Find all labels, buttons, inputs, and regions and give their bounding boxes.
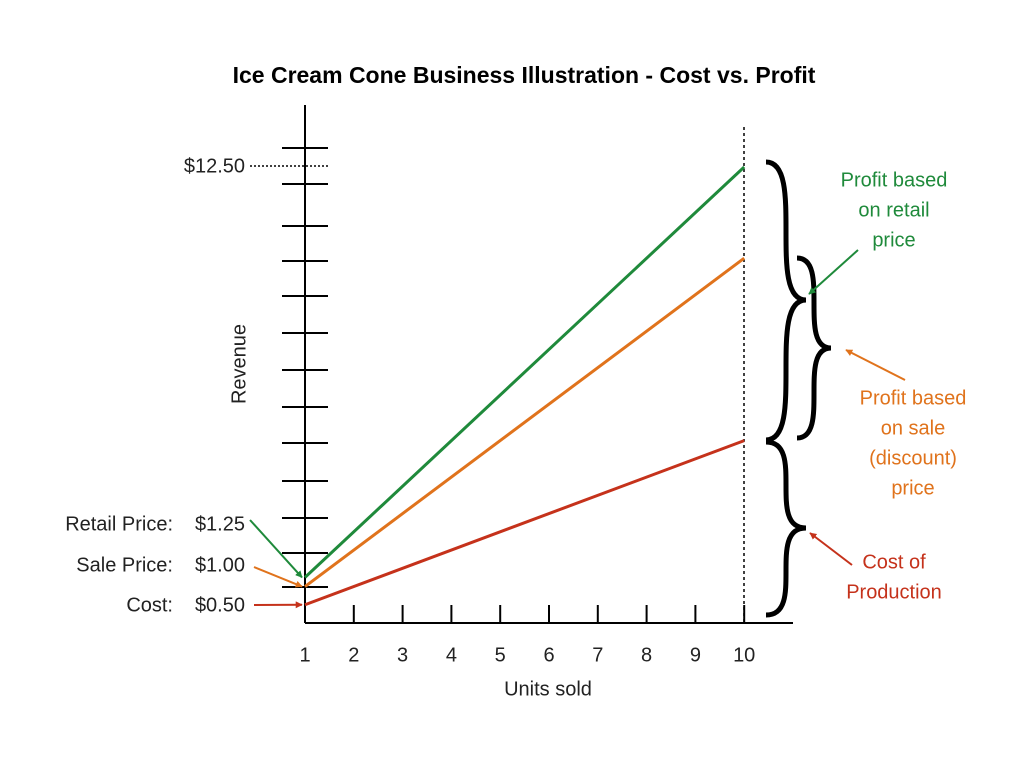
value-label: $12.50	[184, 155, 245, 177]
annotation: Cost of	[862, 551, 926, 573]
x-tick-label: 8	[641, 644, 652, 666]
annotation: on retail	[858, 199, 929, 221]
line	[303, 165, 746, 579]
series-label: Sale Price:	[76, 554, 173, 576]
value-label: $1.00	[195, 554, 245, 576]
arrow	[809, 532, 853, 566]
line	[304, 257, 746, 588]
annotation: price	[872, 229, 915, 251]
chart-title: Ice Cream Cone Business Illustration - C…	[233, 62, 816, 88]
value-label: $0.50	[195, 594, 245, 616]
series-label: Retail Price:	[65, 513, 173, 535]
annotation: Production	[846, 581, 942, 603]
annotation: on sale	[881, 417, 946, 439]
x-tick-label: 3	[397, 644, 408, 666]
arrow	[845, 349, 906, 381]
x-tick-label: 5	[495, 644, 506, 666]
x-axis-label: Units sold	[504, 678, 592, 700]
brace	[796, 255, 832, 441]
annotation: (discount)	[869, 447, 957, 469]
y-axis-label: Revenue	[228, 324, 250, 404]
x-tick-label: 7	[592, 644, 603, 666]
brace	[765, 159, 807, 443]
arrow	[808, 249, 859, 295]
annotation: Profit based	[860, 387, 967, 409]
value-label: $1.25	[195, 513, 245, 535]
braces	[765, 159, 832, 618]
x-tick-label: 9	[690, 644, 701, 666]
line	[304, 439, 745, 607]
brace	[765, 439, 807, 618]
arrow	[249, 519, 303, 579]
x-tick-label: 4	[446, 644, 457, 666]
x-tick-label: 6	[543, 644, 554, 666]
annotation: price	[891, 477, 934, 499]
x-tick-label: 10	[733, 644, 755, 666]
annotation: Profit based	[841, 169, 948, 191]
series-label: Cost:	[126, 594, 173, 616]
x-tick-label: 2	[348, 644, 359, 666]
x-tick-label: 1	[299, 644, 310, 666]
arrow	[253, 566, 303, 588]
